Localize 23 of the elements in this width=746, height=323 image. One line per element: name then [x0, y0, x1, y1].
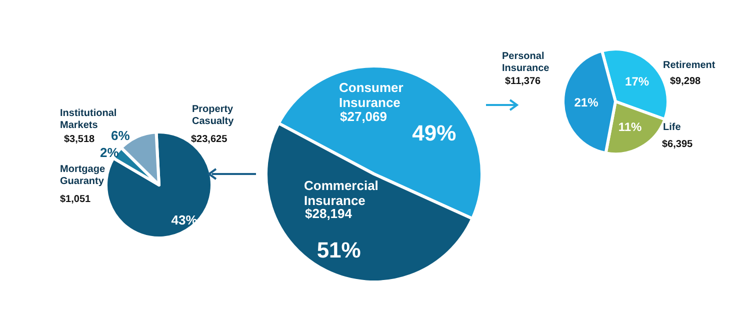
slice-label: Property Casualty [192, 104, 235, 128]
data-label: 21% [574, 96, 599, 110]
slice-label: Commercial Insurance [304, 178, 380, 208]
slice-label: Personal Insurance [502, 51, 550, 75]
slice-label: Mortgage Guaranty [60, 164, 106, 188]
slice-label: Retirement [663, 60, 716, 72]
text: $3,518 [64, 134, 95, 145]
slice-label: Institutional Markets [60, 108, 117, 131]
data-label: 49% [412, 120, 456, 146]
text: $27,069 [340, 109, 387, 124]
text: $28,194 [305, 206, 352, 221]
text: $6,395 [662, 139, 693, 150]
data-label: 6% [111, 128, 130, 143]
text: $1,051 [60, 194, 91, 205]
text: $23,625 [191, 134, 228, 145]
data-label: 51% [316, 238, 361, 263]
data-label: 2% [100, 145, 119, 160]
data-label: 17% [625, 74, 650, 89]
slice-label: Consumer Insurance [339, 80, 404, 110]
text: $11,376 [505, 76, 541, 87]
text: $9,298 [670, 76, 701, 87]
slice-label: Life [663, 122, 682, 134]
data-label: 11% [618, 120, 642, 134]
